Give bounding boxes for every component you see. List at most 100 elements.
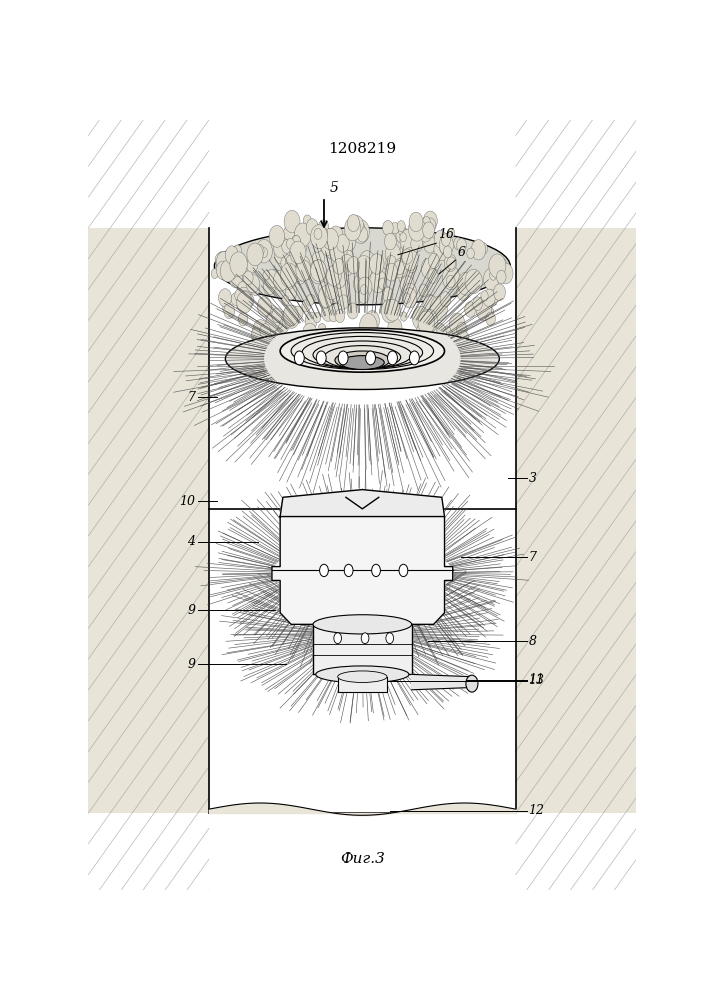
Circle shape bbox=[284, 210, 300, 233]
Circle shape bbox=[343, 250, 354, 265]
Circle shape bbox=[266, 306, 279, 325]
Circle shape bbox=[334, 633, 341, 644]
Circle shape bbox=[489, 270, 497, 280]
Circle shape bbox=[481, 291, 488, 301]
Circle shape bbox=[238, 290, 252, 310]
Circle shape bbox=[252, 320, 269, 342]
Ellipse shape bbox=[214, 228, 510, 305]
Circle shape bbox=[247, 257, 257, 273]
Circle shape bbox=[395, 340, 404, 353]
Circle shape bbox=[425, 218, 436, 233]
Circle shape bbox=[428, 253, 439, 269]
Circle shape bbox=[302, 265, 312, 280]
Circle shape bbox=[269, 269, 281, 288]
Circle shape bbox=[298, 342, 311, 360]
Circle shape bbox=[325, 282, 338, 300]
Circle shape bbox=[428, 269, 438, 283]
Circle shape bbox=[484, 268, 499, 290]
Circle shape bbox=[251, 328, 262, 342]
Circle shape bbox=[288, 269, 298, 281]
Circle shape bbox=[423, 222, 435, 239]
Circle shape bbox=[439, 235, 454, 255]
Circle shape bbox=[425, 323, 437, 340]
Circle shape bbox=[282, 295, 289, 306]
Circle shape bbox=[441, 337, 448, 346]
Circle shape bbox=[418, 322, 431, 340]
Circle shape bbox=[406, 231, 421, 252]
Circle shape bbox=[386, 633, 394, 644]
Circle shape bbox=[336, 279, 350, 299]
Circle shape bbox=[382, 220, 393, 235]
Text: 7: 7 bbox=[187, 391, 195, 404]
Circle shape bbox=[353, 220, 369, 243]
Ellipse shape bbox=[316, 666, 409, 683]
Circle shape bbox=[317, 229, 334, 252]
Circle shape bbox=[238, 312, 248, 326]
Circle shape bbox=[318, 324, 326, 335]
Circle shape bbox=[292, 235, 300, 248]
Circle shape bbox=[281, 255, 293, 272]
Circle shape bbox=[295, 256, 310, 277]
Circle shape bbox=[337, 234, 349, 252]
Circle shape bbox=[288, 335, 302, 355]
Circle shape bbox=[402, 249, 413, 264]
Circle shape bbox=[417, 220, 433, 242]
Circle shape bbox=[386, 255, 397, 270]
Ellipse shape bbox=[313, 615, 411, 634]
Circle shape bbox=[385, 299, 400, 321]
Circle shape bbox=[427, 294, 433, 304]
Polygon shape bbox=[272, 517, 452, 624]
Circle shape bbox=[434, 238, 450, 261]
Circle shape bbox=[476, 299, 491, 321]
Circle shape bbox=[430, 296, 448, 321]
Circle shape bbox=[375, 335, 390, 358]
Circle shape bbox=[322, 239, 333, 256]
Circle shape bbox=[457, 272, 474, 295]
Circle shape bbox=[235, 289, 244, 302]
Circle shape bbox=[489, 254, 506, 278]
Circle shape bbox=[262, 324, 276, 344]
Circle shape bbox=[479, 243, 488, 254]
Text: 12: 12 bbox=[528, 804, 544, 817]
Circle shape bbox=[275, 311, 286, 328]
Text: 3: 3 bbox=[528, 472, 537, 485]
Circle shape bbox=[394, 261, 404, 275]
Circle shape bbox=[332, 303, 341, 317]
Circle shape bbox=[230, 252, 247, 276]
Circle shape bbox=[347, 303, 358, 319]
Circle shape bbox=[485, 306, 493, 318]
Circle shape bbox=[306, 219, 318, 236]
Circle shape bbox=[273, 236, 288, 258]
Circle shape bbox=[263, 278, 276, 295]
Circle shape bbox=[238, 281, 249, 298]
Bar bbox=[516, 228, 636, 813]
Circle shape bbox=[294, 268, 306, 284]
Circle shape bbox=[440, 242, 448, 254]
Text: 9: 9 bbox=[187, 658, 195, 671]
Circle shape bbox=[226, 246, 238, 264]
Circle shape bbox=[333, 292, 341, 303]
Circle shape bbox=[311, 260, 326, 282]
Circle shape bbox=[486, 312, 496, 326]
Circle shape bbox=[318, 340, 331, 358]
Circle shape bbox=[378, 278, 387, 290]
Circle shape bbox=[411, 235, 423, 252]
Circle shape bbox=[325, 236, 341, 259]
Circle shape bbox=[274, 249, 286, 264]
Polygon shape bbox=[411, 674, 472, 690]
Circle shape bbox=[287, 255, 300, 272]
Circle shape bbox=[344, 218, 361, 241]
Circle shape bbox=[292, 235, 300, 247]
Circle shape bbox=[399, 266, 413, 287]
Circle shape bbox=[457, 283, 469, 301]
Circle shape bbox=[282, 240, 291, 253]
Ellipse shape bbox=[466, 675, 478, 692]
Ellipse shape bbox=[335, 351, 390, 369]
Circle shape bbox=[409, 217, 426, 241]
Circle shape bbox=[284, 305, 298, 326]
Circle shape bbox=[465, 269, 482, 294]
Circle shape bbox=[347, 256, 360, 274]
Circle shape bbox=[290, 241, 306, 264]
Circle shape bbox=[473, 297, 482, 311]
Circle shape bbox=[313, 312, 321, 323]
